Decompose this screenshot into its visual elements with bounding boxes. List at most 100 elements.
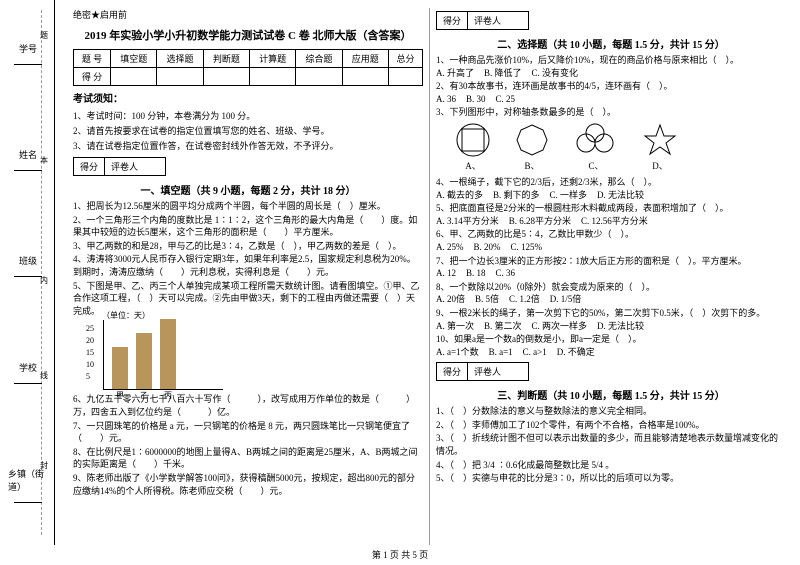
notice-list: 1、考试时间：100 分钟，本卷满分为 100 分。 2、请首先按要求在试卷的指…	[73, 109, 423, 152]
th: 计算题	[250, 50, 296, 68]
q-text: 8、一个数除以20%（0除外）就会变成为原来的（ ）。	[436, 282, 655, 292]
bar-bing: 丙	[160, 319, 176, 389]
option: B. 降低了	[484, 68, 522, 78]
marker-label: 评卷人	[105, 158, 165, 175]
question: 1、一种商品先涨价10%，后又降价10%，现在的商品价格与原来相比（ ）。 A. …	[436, 54, 786, 79]
y-tick: 25	[86, 324, 94, 333]
notice-heading: 考试须知：	[73, 90, 423, 105]
shape-label: A、	[465, 161, 481, 171]
question: 1、把周长为12.56厘米的圆平均分成两个半圆，每个半圆的周长是（ ）厘米。	[73, 200, 423, 213]
option: D. 无法比较	[597, 321, 644, 331]
option: C. 两次一样多	[532, 321, 588, 331]
name-line	[14, 163, 42, 171]
th: 总分	[388, 50, 422, 68]
question: 1、（ ）分数除法的意义与整数除法的意义完全相同。	[436, 405, 786, 418]
class-line	[14, 269, 42, 277]
question: 4、（ ）把 3/4 ∶0.6化成最简整数比是 5/4 。	[436, 459, 786, 472]
option: A. 截去的多	[436, 190, 483, 200]
section-1-title: 一、填空题（共 9 小题，每题 2 分，共计 18 分）	[73, 182, 423, 197]
y-tick: 15	[86, 348, 94, 357]
exam-page: 题 本 内 线 封 学号 姓名 班级 学校 乡镇（街道） 绝密★启用前 2019…	[0, 0, 800, 545]
question: 4、一根绳子，截下它的2/3后，还剩2/3米，那么（ ）。 A. 截去的多 B. 剩…	[436, 176, 786, 201]
shape-c: C、	[574, 123, 618, 172]
option: B. 剩下的多	[493, 190, 540, 200]
section-2-title: 二、选择题（共 10 小题，每题 1.5 分，共计 15 分）	[436, 36, 786, 51]
town-label: 乡镇（街道）	[8, 467, 48, 493]
option: A. 第一次	[436, 321, 474, 331]
table-row: 题 号 填空题 选择题 判断题 计算题 综合题 应用题 总分	[74, 50, 423, 68]
school-label: 学校	[19, 361, 37, 374]
option: C. 没有变化	[532, 68, 579, 78]
shape-a: A、	[456, 123, 490, 172]
question: 5、（ ）实德与申花的比分是3∶0，所以比的后项可以为零。	[436, 472, 786, 485]
secret-mark: 绝密★启用前	[73, 8, 423, 21]
question: 3、下列图形中，对称轴条数最多的是（ ）。	[436, 106, 786, 119]
town-line	[14, 495, 42, 503]
option: C. 1.2倍	[509, 294, 540, 304]
table-row: 得 分	[74, 68, 423, 86]
question: 5、把底面直径是2分米的一根圆柱形木料截成两段，表面积增加了（ ）。 A. 3.1…	[436, 202, 786, 227]
notice-item: 3、请在试卷指定位置作答，在试卷密封线外作答无效，不予评分。	[73, 139, 423, 152]
option: B. 20%	[474, 242, 501, 252]
shape-label: C、	[588, 161, 603, 171]
td	[296, 68, 342, 86]
content-area: 绝密★启用前 2019 年实验小学小升初数学能力测试试卷 C 卷 北师大版（含答…	[55, 0, 800, 545]
question: 8、一个数除以20%（0除外）就会变成为原来的（ ）。A. 20倍B. 5倍C.…	[436, 281, 786, 306]
q-text: 4、一根绳子，截下它的2/3后，还剩2/3米，那么（ ）。	[436, 177, 657, 187]
left-column: 绝密★启用前 2019 年实验小学小升初数学能力测试试卷 C 卷 北师大版（含答…	[67, 8, 430, 545]
q-text: 1、一种商品先涨价10%，后又降价10%，现在的商品价格与原来相比（ ）。	[436, 55, 739, 65]
score-table: 题 号 填空题 选择题 判断题 计算题 综合题 应用题 总分 得 分	[73, 49, 423, 86]
y-tick: 5	[86, 372, 90, 381]
student-id-line	[14, 57, 42, 65]
td	[342, 68, 388, 86]
option: C. 12.56平方分米	[581, 216, 648, 226]
question: 8、在比例尺是1∶6000000的地图上量得A、B两城之间的距离是25厘米，A、…	[73, 446, 423, 471]
notice-item: 2、请首先按要求在试卷的指定位置填写您的姓名、班级、学号。	[73, 124, 423, 137]
scorer-box: 得分 评卷人	[436, 11, 529, 30]
th: 选择题	[157, 50, 203, 68]
question: 2、（ ）李师傅加工了102个零件，有两个不合格，合格率是100%。	[436, 419, 786, 432]
question: 10、如果a是一个数a的倒数是小，即a一定是（ ）。 A. a=1个数 B. a=1…	[436, 333, 786, 358]
y-tick: 10	[86, 360, 94, 369]
q-text: 2、有30本故事书，连环画是故事书的4/5，连环画有（ ）。	[436, 81, 673, 91]
score-label: 得分	[437, 363, 468, 380]
page-footer: 第 1 页 共 5 页	[0, 548, 800, 561]
th: 综合题	[296, 50, 342, 68]
option: D. 1/5倍	[550, 294, 582, 304]
shape-d: D、	[643, 123, 677, 172]
bar-jia: 甲	[112, 347, 128, 389]
option: A. 3.14平方分米	[436, 216, 499, 226]
scorer-box: 得分 评卷人	[73, 157, 166, 176]
shape-label: D、	[652, 161, 668, 171]
td	[388, 68, 422, 86]
option: D. 不确定	[557, 347, 595, 357]
question: 2、有30本故事书，连环画是故事书的4/5，连环画有（ ）。A. 36B. 30…	[436, 80, 786, 105]
q-text: 10、如果a是一个数a的倒数是小，即a一定是（ ）。	[436, 334, 642, 344]
td	[203, 68, 249, 86]
option: C. a>1	[523, 347, 547, 357]
bar-yi: 乙	[136, 333, 152, 389]
option: D. 无法比较	[597, 190, 644, 200]
shape-options: A、 B、 C、 D、	[456, 123, 786, 172]
marker-label: 评卷人	[468, 12, 528, 29]
option: A. a=1个数	[436, 347, 479, 357]
scorer-box: 得分 评卷人	[436, 362, 529, 381]
option: B. a=1	[489, 347, 513, 357]
question: 9、一根2米长的绳子，第一次剪下它的50%，第二次剪下0.5米，（ ）次剪下的多…	[436, 307, 786, 332]
option: A. 20倍	[436, 294, 465, 304]
th: 填空题	[111, 50, 157, 68]
question: 7、把一个边长3厘米的正方形按2∶1放大后正方形的面积是（ ）。平方厘米。A. …	[436, 255, 786, 280]
th: 题 号	[74, 50, 111, 68]
notice-item: 1、考试时间：100 分钟，本卷满分为 100 分。	[73, 109, 423, 122]
shape-label: B、	[524, 161, 539, 171]
td	[157, 68, 203, 86]
x-label: 甲	[112, 390, 128, 401]
option: A. 升高了	[436, 68, 474, 78]
student-id-label: 学号	[19, 42, 37, 55]
option: B. 6.28平方分米	[509, 216, 571, 226]
q-text: 5、把底面直径是2分米的一根圆柱形木料截成两段，表面积增加了（ ）。	[436, 203, 729, 213]
question: 7、一只圆珠笔的价格是 a 元，一只钢笔的价格是 8 元，两只圆珠笔比一只钢笔便…	[73, 420, 423, 445]
x-label: 乙	[136, 390, 152, 401]
question: 2、一个三角形三个内角的度数比是 1∶1∶2，这个三角形的最大内角是（ ）度。如…	[73, 214, 423, 239]
question: 3、甲乙两数的和是28，甲与乙的比是3∶4，乙数是（ ），甲乙两数的差是（ ）。	[73, 240, 423, 253]
